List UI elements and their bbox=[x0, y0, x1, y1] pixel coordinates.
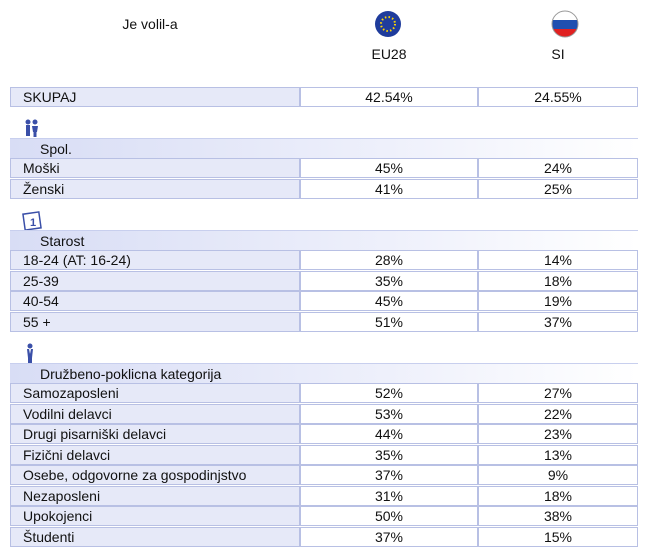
row-value: 35% bbox=[300, 270, 478, 291]
row-value: 50% bbox=[300, 506, 478, 526]
svg-text:1: 1 bbox=[30, 217, 36, 229]
row-label: Samozaposleni bbox=[10, 383, 300, 403]
row-value: 9% bbox=[478, 465, 638, 485]
row-value: 24.55% bbox=[478, 87, 638, 107]
section-icon: 1 bbox=[22, 211, 42, 231]
row-value: 51% bbox=[300, 311, 478, 332]
row-label: Vodilni delavci bbox=[10, 403, 300, 424]
row-value: 27% bbox=[478, 383, 638, 403]
row-value: 18% bbox=[478, 270, 638, 291]
eu-flag bbox=[375, 11, 401, 37]
row-label: Osebe, odgovorne za gospodinjstvo bbox=[10, 465, 300, 485]
row-label: Upokojenci bbox=[10, 506, 300, 526]
row-value: 37% bbox=[300, 465, 478, 485]
section-title: Spol. bbox=[10, 138, 638, 158]
row-label: Nezaposleni bbox=[10, 485, 300, 506]
row-value: 22% bbox=[478, 403, 638, 424]
row-label: Drugi pisarniški delavci bbox=[10, 424, 300, 444]
si-flag bbox=[551, 10, 579, 38]
row-value: 38% bbox=[478, 506, 638, 526]
row-value: 35% bbox=[300, 444, 478, 465]
row-value: 28% bbox=[300, 250, 478, 270]
row-label: SKUPAJ bbox=[10, 87, 300, 107]
column-header: SI bbox=[551, 46, 565, 62]
row-value: 31% bbox=[300, 485, 478, 506]
row-value: 37% bbox=[478, 311, 638, 332]
row-value: 13% bbox=[478, 444, 638, 465]
row-value: 53% bbox=[300, 403, 478, 424]
row-value: 37% bbox=[300, 526, 478, 547]
row-label: Študenti bbox=[10, 526, 300, 547]
section-title: Starost bbox=[10, 230, 638, 250]
row-value: 42.54% bbox=[300, 87, 478, 107]
section-icon bbox=[27, 343, 33, 363]
row-label: 55 + bbox=[10, 311, 300, 332]
row-value: 44% bbox=[300, 424, 478, 444]
row-label: Ženski bbox=[10, 178, 300, 199]
header-title: Je volil-a bbox=[122, 16, 178, 32]
row-label: 18-24 (AT: 16-24) bbox=[10, 250, 300, 270]
row-label: 25-39 bbox=[10, 270, 300, 291]
row-value: 23% bbox=[478, 424, 638, 444]
row-label: Moški bbox=[10, 158, 300, 178]
column-header: EU28 bbox=[371, 46, 407, 62]
row-value: 14% bbox=[478, 250, 638, 270]
row-value: 19% bbox=[478, 291, 638, 311]
row-value: 18% bbox=[478, 485, 638, 506]
row-value: 45% bbox=[300, 291, 478, 311]
row-value: 24% bbox=[478, 158, 638, 178]
row-value: 15% bbox=[478, 526, 638, 547]
row-value: 25% bbox=[478, 178, 638, 199]
section-icon bbox=[25, 119, 38, 137]
row-value: 45% bbox=[300, 158, 478, 178]
row-value: 41% bbox=[300, 178, 478, 199]
row-label: 40-54 bbox=[10, 291, 300, 311]
row-value: 52% bbox=[300, 383, 478, 403]
section-title: Družbeno-poklicna kategorija bbox=[10, 363, 638, 383]
row-label: Fizični delavci bbox=[10, 444, 300, 465]
